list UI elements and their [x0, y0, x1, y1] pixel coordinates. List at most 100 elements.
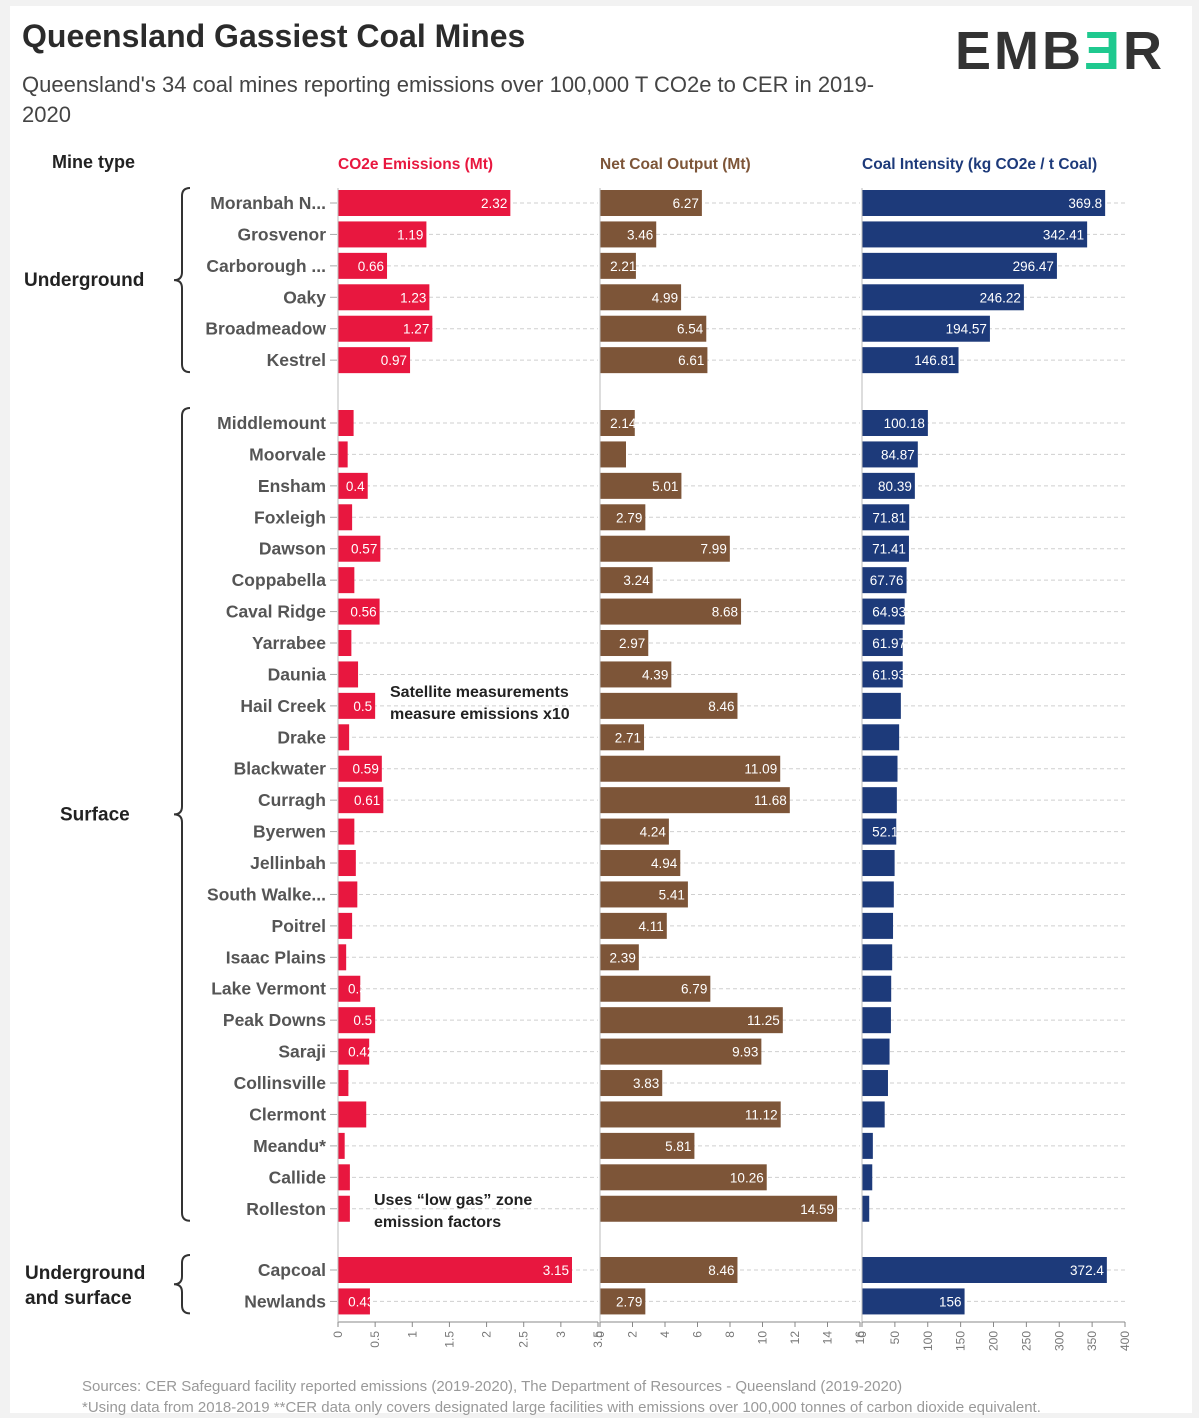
group-brace-1 — [173, 407, 191, 1222]
bar-2 — [862, 1038, 890, 1065]
bar-0 — [338, 441, 348, 468]
bar-1 — [600, 975, 711, 1002]
data-label-1: 2.79 — [616, 510, 642, 525]
mine-label: Lake Vermont — [211, 979, 326, 999]
data-label-0: 2.32 — [481, 196, 507, 211]
bar-2 — [862, 1195, 870, 1222]
mine-label: Ensham — [258, 476, 326, 496]
bar-2 — [862, 630, 903, 657]
bar-1 — [600, 755, 781, 782]
mine-label: Grosvenor — [238, 224, 327, 244]
x-tick-label: 12 — [788, 1331, 802, 1345]
bar-1 — [600, 441, 626, 468]
x-tick-label: 300 — [1052, 1331, 1066, 1351]
x-tick-label: 1.5 — [442, 1331, 456, 1348]
bar-0 — [338, 504, 353, 531]
bar-2 — [862, 755, 898, 782]
bar-1 — [600, 912, 667, 939]
bar-0 — [338, 1257, 572, 1283]
bar-1 — [600, 1038, 762, 1065]
bar-2 — [862, 1070, 888, 1097]
data-label-1: 5.81 — [665, 1139, 691, 1154]
data-label-2: 100.18 — [884, 416, 925, 431]
x-tick-label: 0.5 — [368, 1331, 382, 1348]
data-label-1: 11.12 — [745, 1107, 778, 1122]
bar-2 — [862, 661, 903, 688]
bar-0 — [338, 692, 376, 719]
data-label-1: 3.24 — [623, 573, 650, 588]
mine-label: Moorvale — [249, 444, 326, 464]
chart-title: Queensland Gassiest Coal Mines — [22, 18, 526, 54]
bar-1 — [600, 472, 682, 499]
bar-1 — [600, 221, 657, 248]
data-label-2: 342.41 — [1043, 227, 1084, 242]
data-label-0: 0.59 — [353, 762, 379, 777]
bar-1 — [600, 598, 742, 625]
series-header-0: CO2e Emissions (Mt) — [338, 156, 493, 173]
group-label-1: Surface — [60, 804, 130, 825]
mine-label: Meandu* — [253, 1136, 326, 1156]
bar-1 — [600, 1195, 838, 1222]
x-tick-label: 0 — [593, 1331, 607, 1338]
bar-0 — [338, 598, 380, 625]
x-tick-label: 200 — [987, 1331, 1001, 1351]
annotation-0: measure emissions x10 — [390, 706, 570, 723]
annotation-1: emission factors — [374, 1214, 501, 1231]
data-label-1: 4.24 — [640, 825, 667, 840]
x-tick-label: 1 — [405, 1331, 419, 1338]
mine-label: Newlands — [244, 1291, 326, 1311]
data-label-0: 0.5 — [353, 699, 372, 714]
mine-label: Middlemount — [217, 413, 326, 433]
mine-label: Saraji — [278, 1042, 326, 1062]
mine-label: Coppabella — [232, 570, 327, 590]
bar-2 — [862, 1007, 891, 1034]
data-label-0: 0.57 — [351, 542, 377, 557]
bar-0 — [338, 1164, 350, 1191]
mine-label: Dawson — [259, 539, 326, 559]
bar-2 — [862, 347, 959, 374]
bar-0 — [338, 535, 381, 562]
x-tick-label: 6 — [691, 1331, 705, 1338]
data-label-1: 4.11 — [639, 919, 664, 934]
data-label-1: 8.46 — [708, 1263, 734, 1278]
bar-2 — [862, 567, 907, 594]
mine-label: Rolleston — [246, 1199, 326, 1219]
data-label-1: 11.25 — [747, 1013, 780, 1028]
mine-label: Blackwater — [234, 759, 327, 779]
bar-0 — [338, 912, 353, 939]
group-brace-2 — [173, 1254, 191, 1315]
data-label-1: 4.39 — [642, 667, 668, 682]
x-tick-label: 4 — [658, 1331, 672, 1338]
data-label-2: 71.41 — [872, 542, 906, 557]
x-tick-label: 100 — [921, 1331, 935, 1351]
x-tick-label: 10 — [756, 1331, 770, 1345]
bar-1 — [600, 315, 707, 342]
bar-1 — [600, 881, 688, 908]
mine-label: Carborough ... — [206, 256, 326, 276]
annotation-0: Satellite measurements — [390, 684, 569, 701]
mine-label: Poitrel — [272, 916, 326, 936]
bar-2 — [862, 190, 1106, 216]
mine-label: Peak Downs — [223, 1010, 326, 1030]
mine-label: Foxleigh — [254, 507, 326, 527]
data-label-1: 7.99 — [701, 542, 727, 557]
bar-2 — [862, 441, 918, 468]
bar-1 — [600, 252, 636, 279]
bar-1 — [600, 1101, 781, 1128]
bar-0 — [338, 1070, 349, 1097]
mine-label: Jellinbah — [250, 853, 326, 873]
bar-0 — [338, 787, 384, 814]
series-header-1: Net Coal Output (Mt) — [600, 156, 751, 173]
data-label-0: 0.4 — [346, 479, 365, 494]
mine-label: Caval Ridge — [226, 602, 326, 622]
bar-2 — [862, 787, 897, 814]
bar-0 — [338, 1007, 376, 1034]
x-tick-label: 3 — [554, 1331, 568, 1338]
data-label-1: 11.68 — [754, 793, 787, 808]
bar-2 — [862, 881, 894, 908]
bar-0 — [338, 190, 511, 216]
x-tick-label: 8 — [723, 1331, 737, 1338]
data-label-1: 14.59 — [800, 1202, 834, 1217]
bar-0 — [338, 410, 354, 436]
